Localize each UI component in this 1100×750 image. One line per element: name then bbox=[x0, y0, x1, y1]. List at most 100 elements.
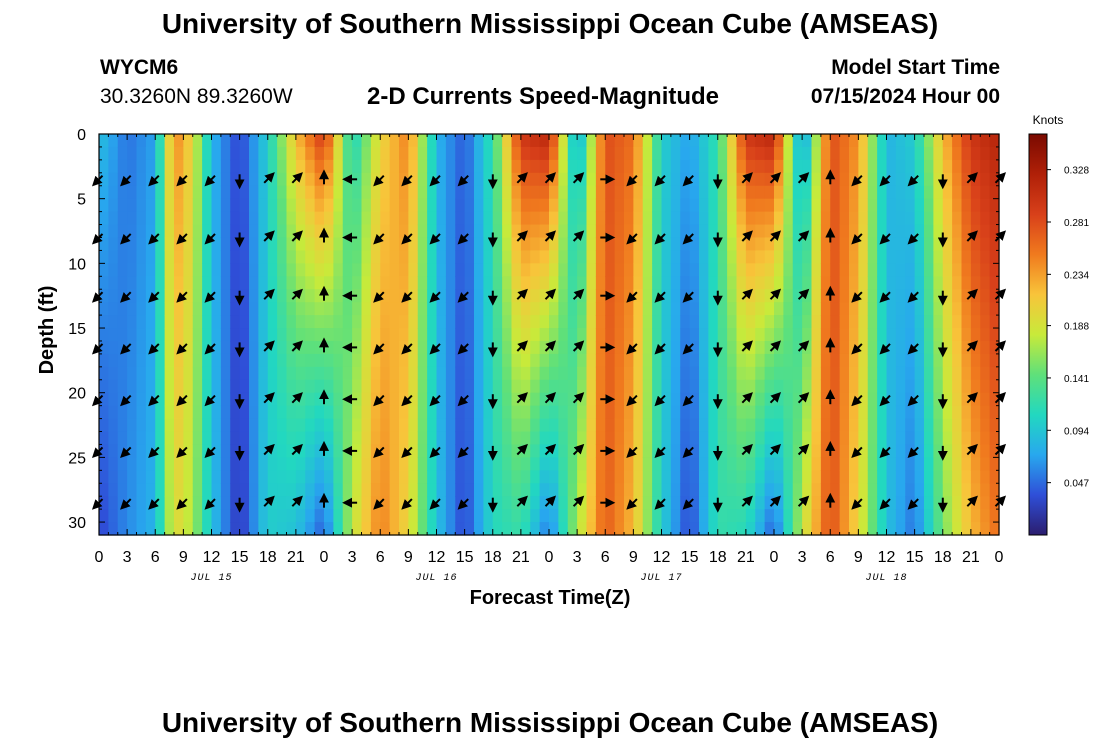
heatmap-cell bbox=[914, 353, 925, 368]
heatmap-cell bbox=[745, 353, 756, 368]
heatmap-cell bbox=[670, 185, 681, 200]
heatmap-cell bbox=[361, 211, 372, 226]
heatmap-cell bbox=[455, 431, 466, 446]
heatmap-cell bbox=[755, 146, 766, 161]
heatmap-cell bbox=[717, 379, 728, 394]
heatmap-cell bbox=[117, 134, 128, 148]
heatmap-cell bbox=[924, 302, 934, 316]
heatmap-cell bbox=[492, 276, 503, 290]
heatmap-cell bbox=[174, 134, 184, 148]
heatmap-cell bbox=[192, 444, 203, 458]
heatmap-cell bbox=[258, 379, 269, 394]
heatmap-cell bbox=[417, 276, 428, 290]
heatmap-cell bbox=[389, 470, 400, 484]
heatmap-cell bbox=[445, 470, 456, 484]
heatmap-cell bbox=[774, 353, 784, 368]
heatmap-cell bbox=[483, 379, 494, 394]
heatmap-cell bbox=[642, 431, 653, 446]
heatmap-cell bbox=[455, 198, 466, 213]
heatmap-cell bbox=[961, 392, 972, 407]
heatmap-cell bbox=[183, 483, 194, 497]
heatmap-cell bbox=[333, 522, 344, 536]
heatmap-cell bbox=[905, 366, 916, 381]
heatmap-cell bbox=[745, 198, 756, 213]
heatmap-cell bbox=[99, 470, 109, 484]
heatmap-cell bbox=[652, 470, 663, 484]
heatmap-cell bbox=[370, 405, 381, 420]
heatmap-cell bbox=[961, 483, 972, 497]
heatmap-cell bbox=[333, 509, 344, 523]
heatmap-cell bbox=[427, 250, 438, 264]
heatmap-cell bbox=[549, 276, 559, 290]
heatmap-cell bbox=[380, 418, 391, 433]
heatmap-cell bbox=[595, 470, 606, 484]
heatmap-cell bbox=[183, 496, 194, 510]
heatmap-cell bbox=[295, 146, 306, 161]
heatmap-cell bbox=[924, 457, 934, 471]
heatmap-cell bbox=[530, 353, 541, 368]
heatmap-cell bbox=[483, 211, 494, 226]
heatmap-cell bbox=[820, 431, 831, 446]
heatmap-cell bbox=[774, 522, 784, 536]
heatmap-cell bbox=[464, 353, 475, 368]
heatmap-cell bbox=[980, 263, 991, 277]
heatmap-cell bbox=[277, 211, 288, 226]
heatmap-cell bbox=[464, 522, 475, 536]
heatmap-cell bbox=[661, 289, 672, 303]
heatmap-cell bbox=[530, 431, 541, 446]
heatmap-cell bbox=[324, 224, 334, 239]
heatmap-cell bbox=[624, 470, 634, 484]
heatmap-cell bbox=[802, 366, 813, 381]
heatmap-cell bbox=[642, 146, 653, 161]
heatmap-cell bbox=[614, 470, 625, 484]
heatmap-cell bbox=[867, 224, 878, 239]
heatmap-cell bbox=[389, 405, 400, 420]
heatmap-cell bbox=[942, 431, 953, 446]
heatmap-cell bbox=[970, 172, 981, 187]
x-tick-label: 0 bbox=[770, 549, 779, 566]
heatmap-cell bbox=[136, 405, 147, 420]
heatmap-cell bbox=[202, 134, 213, 148]
heatmap-cell bbox=[952, 315, 963, 329]
heatmap-cell bbox=[277, 172, 288, 187]
heatmap-cell bbox=[933, 522, 944, 536]
heatmap-cell bbox=[258, 289, 269, 303]
heatmap-cell bbox=[220, 302, 231, 316]
heatmap-cell bbox=[736, 302, 747, 316]
heatmap-cell bbox=[305, 470, 316, 484]
heatmap-cell bbox=[914, 457, 925, 471]
heatmap-cell bbox=[352, 496, 363, 510]
heatmap-cell bbox=[558, 509, 569, 523]
heatmap-cell bbox=[886, 302, 897, 316]
heatmap-cell bbox=[492, 366, 503, 381]
heatmap-cell bbox=[802, 470, 813, 484]
heatmap-cell bbox=[914, 211, 925, 226]
heatmap-cell bbox=[867, 444, 878, 458]
heatmap-cell bbox=[249, 250, 259, 264]
heatmap-cell bbox=[727, 340, 738, 355]
heatmap-cell bbox=[774, 431, 784, 446]
heatmap-cell bbox=[192, 172, 203, 187]
heatmap-cell bbox=[230, 405, 241, 420]
heatmap-cell bbox=[117, 522, 128, 536]
heatmap-cell bbox=[924, 444, 934, 458]
current-vector bbox=[626, 446, 638, 459]
heatmap-cell bbox=[258, 392, 269, 407]
heatmap-cell bbox=[924, 237, 934, 252]
heatmap-cell bbox=[417, 340, 428, 355]
x-tick-label: 12 bbox=[203, 549, 221, 566]
heatmap-cell bbox=[520, 509, 531, 523]
heatmap-cell bbox=[717, 366, 728, 381]
heatmap-cell bbox=[408, 211, 419, 226]
current-vector bbox=[120, 343, 132, 355]
heatmap-cell bbox=[961, 457, 972, 471]
heatmap-cell bbox=[830, 366, 841, 381]
heatmap-cell bbox=[183, 302, 194, 316]
heatmap-cell bbox=[774, 366, 784, 381]
heatmap-cell bbox=[961, 418, 972, 433]
current-vector bbox=[544, 443, 557, 456]
heatmap-cell bbox=[914, 224, 925, 239]
heatmap-cell bbox=[980, 431, 991, 446]
heatmap-cell bbox=[520, 392, 531, 407]
heatmap-cell bbox=[427, 276, 438, 290]
